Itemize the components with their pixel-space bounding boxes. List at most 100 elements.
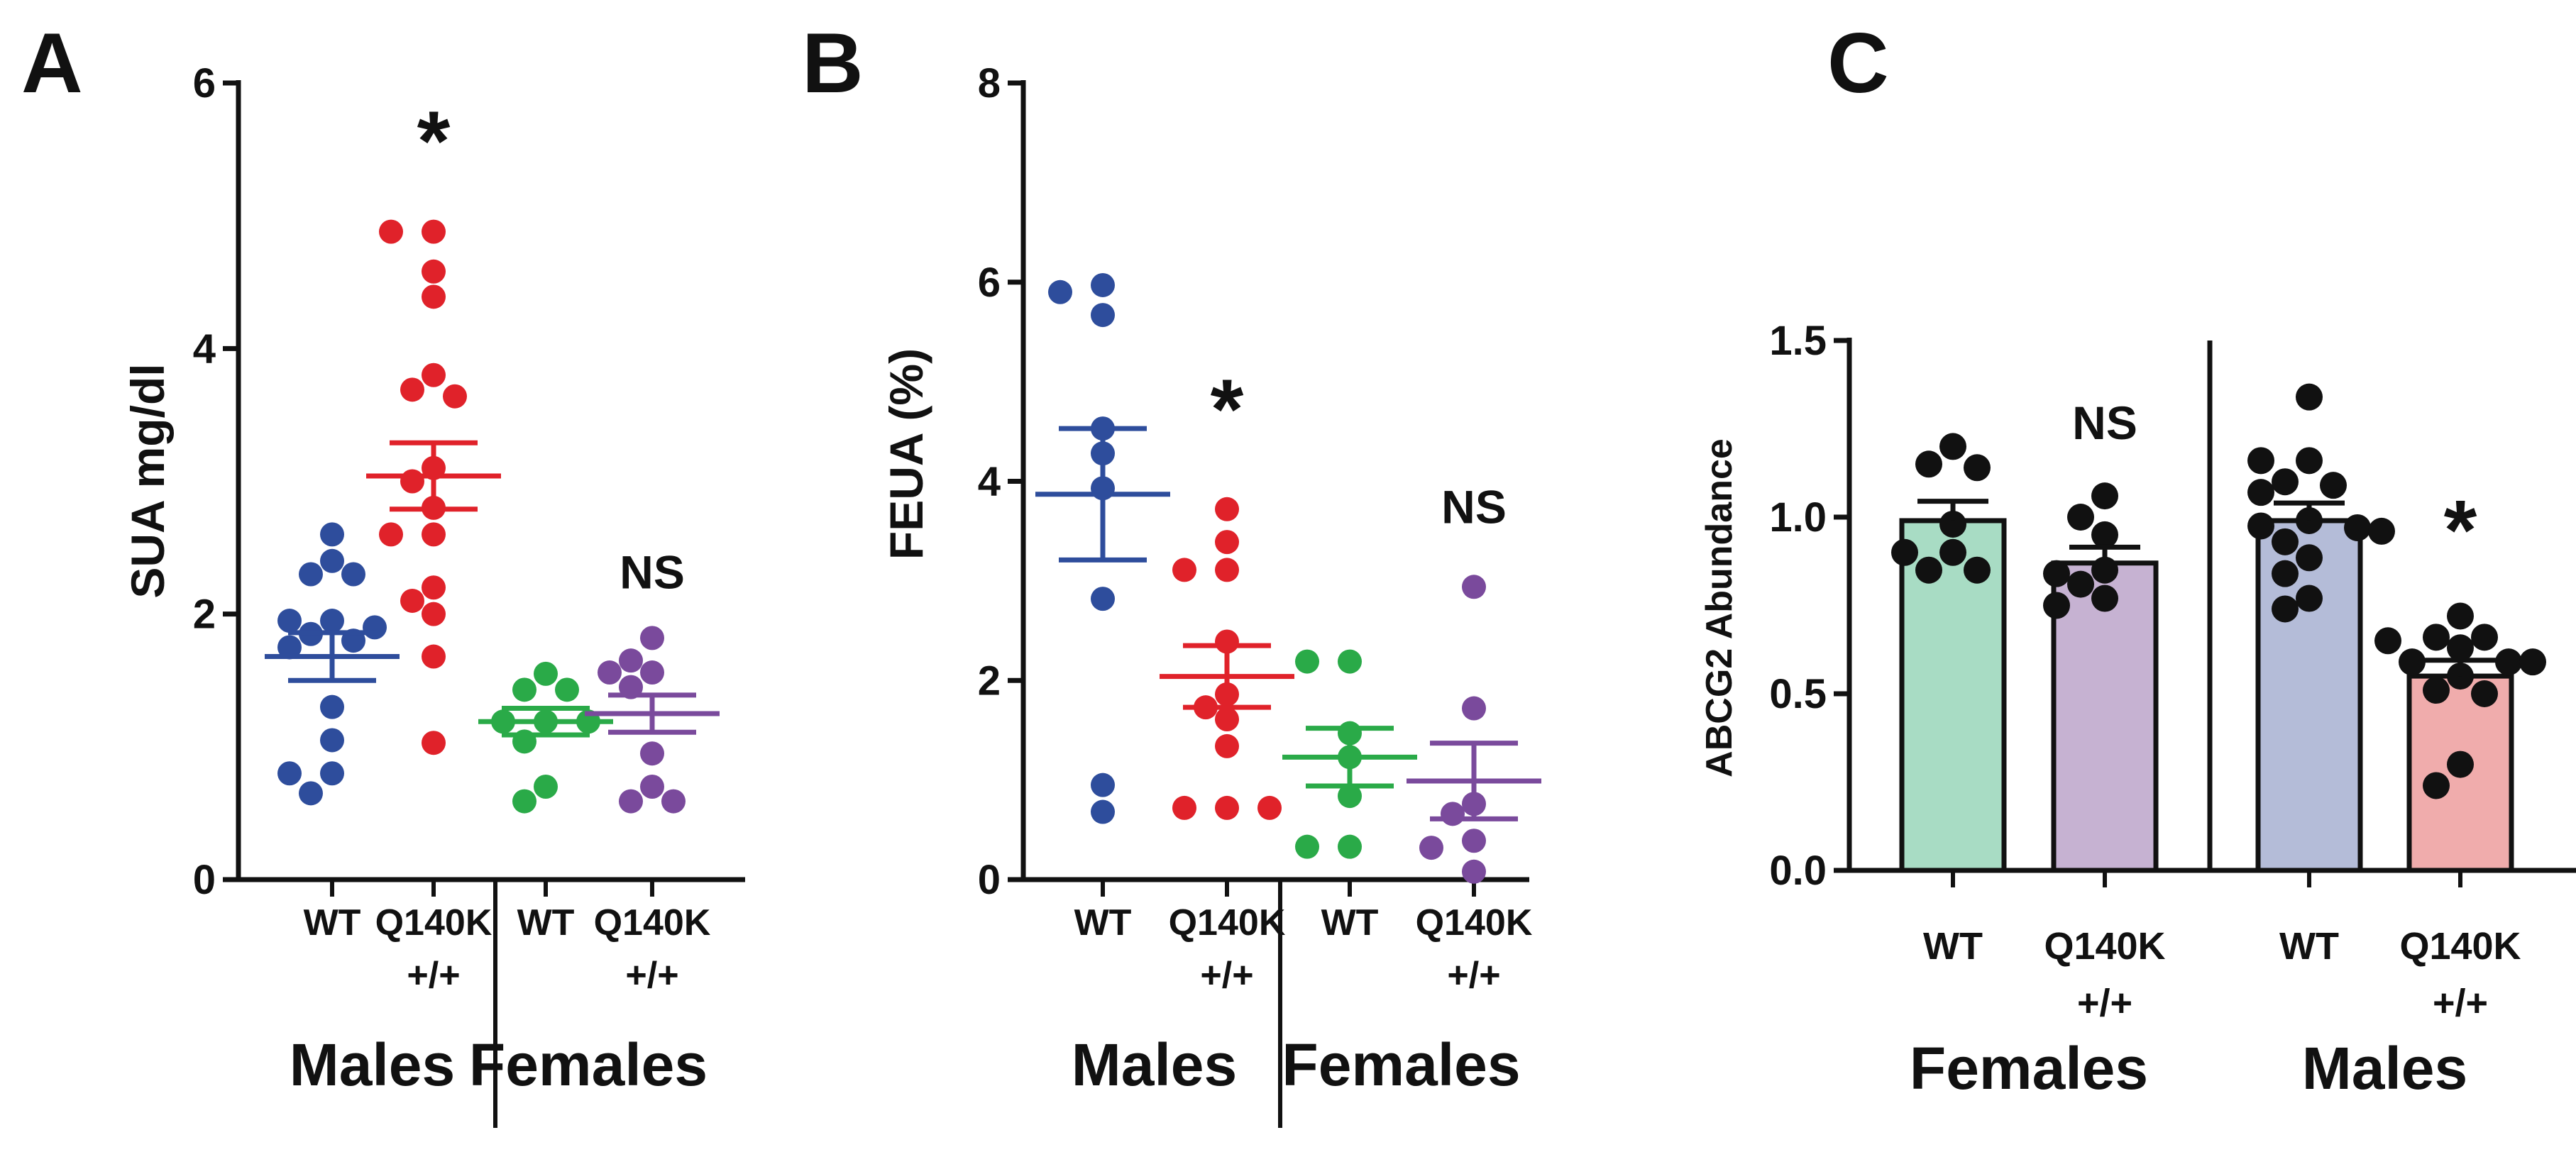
data-point bbox=[598, 660, 622, 685]
data-point bbox=[2471, 624, 2498, 651]
category-label: Q140K bbox=[594, 902, 711, 943]
data-point bbox=[320, 522, 344, 547]
y-tick-label: 0 bbox=[193, 857, 216, 903]
data-point bbox=[2043, 560, 2070, 587]
data-point bbox=[2091, 585, 2118, 612]
data-point bbox=[640, 741, 664, 766]
data-point bbox=[2067, 504, 2094, 531]
data-point bbox=[1172, 795, 1196, 820]
data-point bbox=[422, 219, 446, 244]
category-sublabel: +/+ bbox=[1447, 955, 1500, 996]
data-point bbox=[1215, 497, 1239, 521]
data-point bbox=[555, 677, 579, 702]
data-point bbox=[2247, 447, 2274, 475]
data-point bbox=[1419, 836, 1443, 860]
group-label: Females bbox=[469, 1031, 708, 1098]
category-3: NS Q140K +/+ bbox=[1407, 480, 1541, 996]
data-point bbox=[1295, 834, 1319, 859]
data-point bbox=[640, 626, 664, 650]
data-point bbox=[2344, 514, 2371, 541]
data-point bbox=[2272, 468, 2299, 496]
data-point bbox=[2091, 521, 2118, 548]
data-point bbox=[1462, 575, 1486, 599]
data-point bbox=[2091, 556, 2118, 584]
data-point bbox=[1295, 649, 1319, 674]
category-label: Q140K bbox=[2044, 925, 2165, 968]
significance-annotation: NS bbox=[1441, 480, 1507, 533]
category-label: Q140K bbox=[1169, 902, 1286, 943]
data-point bbox=[422, 575, 446, 600]
data-point bbox=[2447, 634, 2474, 662]
data-point bbox=[1939, 538, 1966, 566]
panel-letter: C bbox=[1827, 16, 1889, 111]
y-tick-label: 4 bbox=[978, 459, 1001, 505]
data-point bbox=[320, 609, 344, 633]
category-sublabel: +/+ bbox=[407, 955, 460, 996]
y-tick-label: 0.5 bbox=[1769, 671, 1827, 717]
data-point bbox=[619, 789, 643, 814]
data-point bbox=[1091, 587, 1115, 611]
y-tick-label: 1.0 bbox=[1769, 494, 1827, 541]
category-0: WT bbox=[1891, 433, 2007, 968]
category-label: WT bbox=[304, 902, 361, 943]
data-point bbox=[1091, 272, 1115, 297]
group-label: Males bbox=[1072, 1031, 1237, 1098]
panel-letter: A bbox=[21, 16, 83, 111]
data-point bbox=[422, 259, 446, 284]
data-point bbox=[1462, 859, 1486, 884]
data-point bbox=[1462, 829, 1486, 853]
category-label: WT bbox=[2279, 925, 2339, 968]
y-axis-label: ABCG2 Abundance bbox=[1699, 438, 1740, 777]
data-point bbox=[534, 774, 558, 799]
category-sublabel: +/+ bbox=[2433, 982, 2488, 1024]
data-point bbox=[1915, 450, 1942, 478]
category-sublabel: +/+ bbox=[1200, 955, 1253, 996]
data-point bbox=[1215, 795, 1239, 820]
data-point bbox=[1338, 834, 1362, 859]
panel-c: C 0.0 0.5 1.0 1.5 ABCG2 Abundance WT NS Q140K +/+… bbox=[1699, 16, 2576, 1102]
data-point bbox=[2296, 447, 2323, 475]
category-label: WT bbox=[1321, 902, 1379, 943]
y-tick-label: 2 bbox=[978, 658, 1001, 704]
data-point bbox=[400, 588, 424, 613]
category-0: WT bbox=[265, 522, 400, 943]
data-point bbox=[1964, 454, 1991, 482]
category-3: NS Q140K +/+ bbox=[585, 545, 720, 996]
data-point bbox=[379, 219, 403, 244]
data-point bbox=[1091, 799, 1115, 824]
data-point bbox=[2043, 592, 2070, 619]
group-label: Females bbox=[1282, 1031, 1520, 1098]
category-2: WT bbox=[478, 661, 613, 943]
data-point bbox=[1048, 279, 1072, 304]
data-point bbox=[2272, 595, 2299, 623]
data-point bbox=[1257, 795, 1282, 820]
category-1: NS Q140K +/+ bbox=[2043, 397, 2166, 1024]
significance-annotation: NS bbox=[620, 545, 685, 598]
category-2: WT bbox=[1282, 649, 1417, 943]
data-point bbox=[2320, 472, 2347, 499]
data-point bbox=[277, 635, 302, 660]
data-point bbox=[1215, 733, 1239, 758]
y-tick-label: 8 bbox=[978, 60, 1001, 106]
significance-annotation: * bbox=[2444, 482, 2477, 577]
y-tick-label: 0 bbox=[978, 857, 1001, 903]
group-label: Females bbox=[1910, 1035, 2148, 1102]
data-point bbox=[299, 562, 323, 587]
data-point bbox=[2247, 512, 2274, 540]
data-point bbox=[1091, 772, 1115, 797]
data-point bbox=[341, 562, 365, 587]
panel-b: B 0 2 4 6 8 FEUA (%) WT * Q140K +/+ WT NS Q140K +/+ Mal… bbox=[802, 16, 1541, 1128]
panel-letter: B bbox=[802, 16, 864, 111]
y-axis-label: SUA mg/dl bbox=[121, 363, 174, 598]
data-point bbox=[2399, 648, 2426, 676]
data-point bbox=[2471, 680, 2498, 707]
group-label: Males bbox=[2302, 1035, 2467, 1102]
data-point bbox=[2296, 585, 2323, 612]
data-point bbox=[2495, 648, 2522, 676]
y-tick-label: 4 bbox=[193, 326, 216, 372]
data-point bbox=[400, 377, 424, 402]
data-point bbox=[1441, 802, 1465, 826]
data-point bbox=[640, 660, 664, 685]
data-point bbox=[2091, 482, 2118, 510]
